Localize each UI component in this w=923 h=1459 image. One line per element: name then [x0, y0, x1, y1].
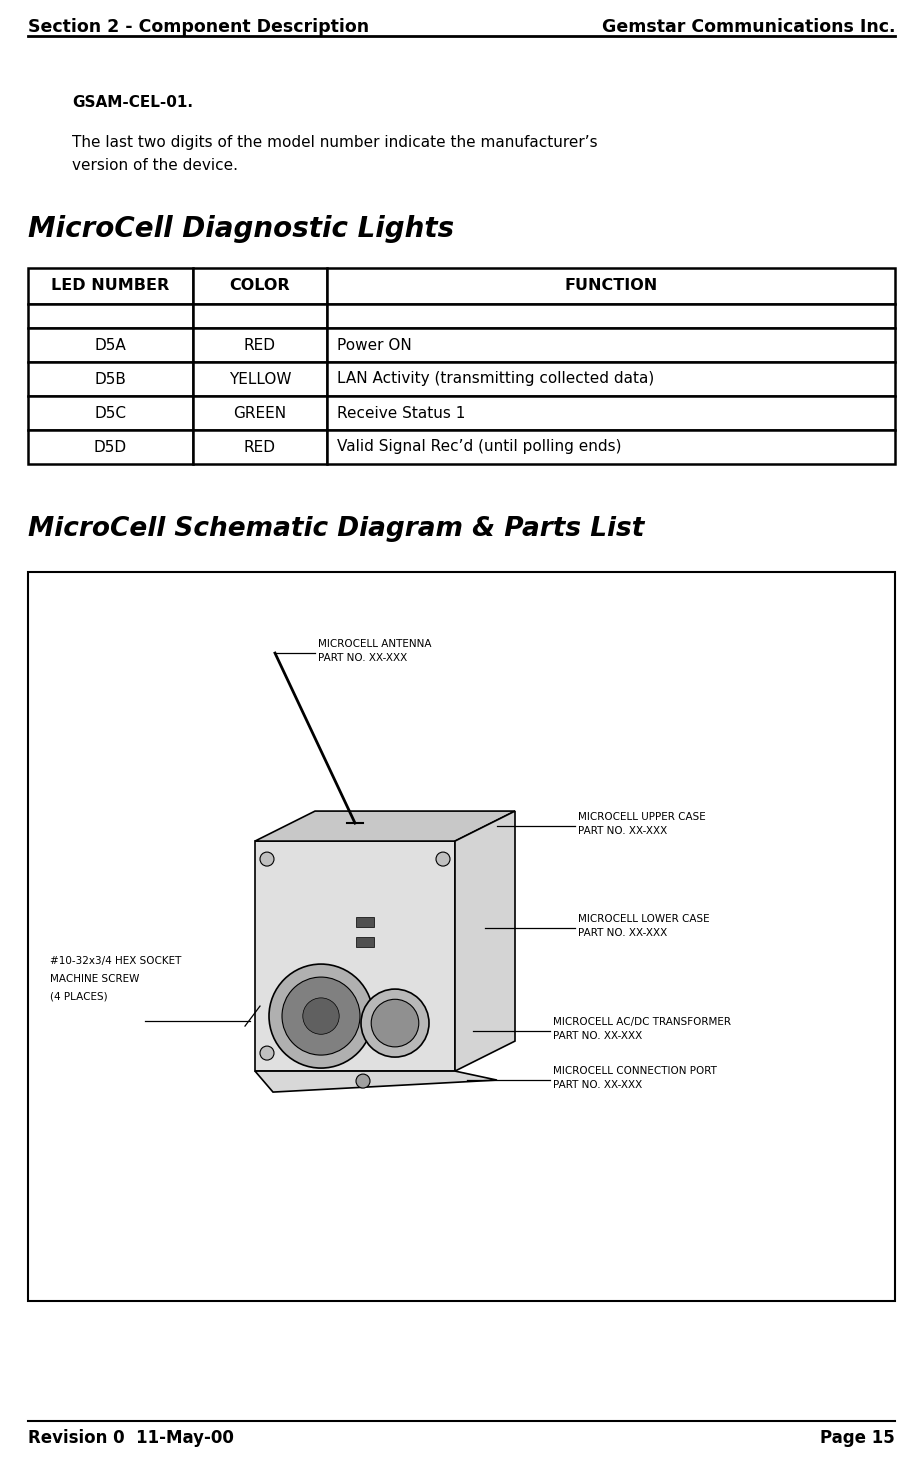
Text: MicroCell Diagnostic Lights: MicroCell Diagnostic Lights: [28, 214, 454, 244]
Bar: [356, 937, 374, 947]
Ellipse shape: [260, 1046, 274, 1061]
Polygon shape: [255, 1071, 497, 1093]
Bar: [193, 268, 327, 303]
Bar: [193, 328, 327, 362]
Text: Page 15: Page 15: [821, 1428, 895, 1447]
Bar: [28, 572, 895, 1301]
Bar: [193, 303, 327, 328]
Bar: [327, 362, 895, 395]
Text: MICROCELL AC/DC TRANSFORMER: MICROCELL AC/DC TRANSFORMER: [553, 1017, 731, 1027]
Bar: [327, 395, 895, 430]
Bar: [327, 303, 895, 328]
Bar: [193, 362, 327, 395]
Polygon shape: [455, 811, 515, 1071]
Text: MicroCell Schematic Diagram & Parts List: MicroCell Schematic Diagram & Parts List: [28, 516, 644, 541]
Text: MICROCELL UPPER CASE: MICROCELL UPPER CASE: [578, 813, 706, 821]
Bar: [356, 916, 374, 926]
Text: PART NO. XX-XXX: PART NO. XX-XXX: [578, 826, 667, 836]
Ellipse shape: [269, 964, 373, 1068]
Bar: [28, 328, 193, 362]
Bar: [28, 362, 193, 395]
Text: Power ON: Power ON: [337, 337, 412, 353]
Bar: [327, 328, 895, 362]
Bar: [28, 303, 193, 328]
Text: Revision 0  11-May-00: Revision 0 11-May-00: [28, 1428, 234, 1447]
Bar: [28, 395, 193, 430]
Ellipse shape: [303, 998, 339, 1034]
Bar: [28, 430, 193, 464]
Text: Section 2 - Component Description: Section 2 - Component Description: [28, 18, 369, 36]
Text: PART NO. XX-XXX: PART NO. XX-XXX: [578, 928, 667, 938]
Text: The last two digits of the model number indicate the manufacturer’s: The last two digits of the model number …: [72, 136, 597, 150]
Polygon shape: [255, 840, 455, 1071]
Bar: [193, 430, 327, 464]
Polygon shape: [255, 811, 515, 840]
Text: RED: RED: [244, 337, 276, 353]
Ellipse shape: [436, 852, 450, 867]
Bar: [193, 395, 327, 430]
Ellipse shape: [282, 978, 360, 1055]
Text: COLOR: COLOR: [230, 279, 290, 293]
Text: (4 PLACES): (4 PLACES): [50, 991, 108, 1001]
Text: YELLOW: YELLOW: [229, 372, 291, 387]
Text: MICROCELL LOWER CASE: MICROCELL LOWER CASE: [578, 915, 710, 925]
Text: D5A: D5A: [94, 337, 126, 353]
Text: PART NO. XX-XXX: PART NO. XX-XXX: [553, 1032, 642, 1042]
Text: D5C: D5C: [94, 406, 126, 420]
Text: RED: RED: [244, 439, 276, 455]
Text: FUNCTION: FUNCTION: [565, 279, 658, 293]
Text: version of the device.: version of the device.: [72, 158, 238, 174]
Ellipse shape: [361, 989, 429, 1058]
Bar: [28, 268, 193, 303]
Text: PART NO. XX-XXX: PART NO. XX-XXX: [318, 654, 407, 662]
Text: MICROCELL CONNECTION PORT: MICROCELL CONNECTION PORT: [553, 1067, 717, 1077]
Text: LAN Activity (transmitting collected data): LAN Activity (transmitting collected dat…: [337, 372, 654, 387]
Text: LED NUMBER: LED NUMBER: [52, 279, 170, 293]
Text: PART NO. XX-XXX: PART NO. XX-XXX: [553, 1080, 642, 1090]
Text: Receive Status 1: Receive Status 1: [337, 406, 465, 420]
Text: Valid Signal Rec’d (until polling ends): Valid Signal Rec’d (until polling ends): [337, 439, 621, 455]
Text: D5D: D5D: [94, 439, 127, 455]
Text: D5B: D5B: [94, 372, 126, 387]
Bar: [327, 268, 895, 303]
Text: MACHINE SCREW: MACHINE SCREW: [50, 975, 139, 983]
Text: Gemstar Communications Inc.: Gemstar Communications Inc.: [602, 18, 895, 36]
Text: MICROCELL ANTENNA: MICROCELL ANTENNA: [318, 639, 431, 649]
Ellipse shape: [260, 852, 274, 867]
Ellipse shape: [371, 999, 419, 1048]
Text: GSAM-CEL-01.: GSAM-CEL-01.: [72, 95, 193, 109]
Bar: [327, 430, 895, 464]
Ellipse shape: [356, 1074, 370, 1088]
Text: #10-32x3/4 HEX SOCKET: #10-32x3/4 HEX SOCKET: [50, 956, 182, 966]
Text: GREEN: GREEN: [234, 406, 286, 420]
